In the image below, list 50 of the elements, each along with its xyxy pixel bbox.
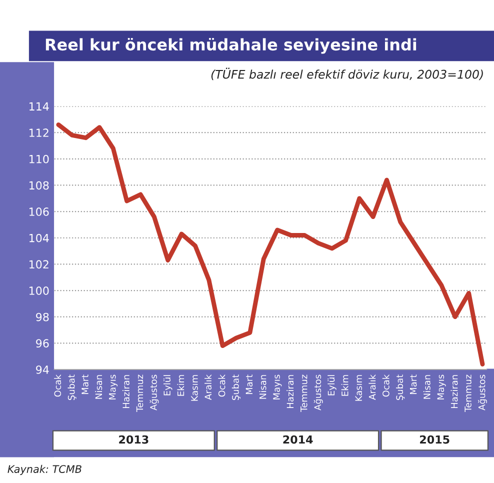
- y-tick-label: 100: [29, 286, 49, 295]
- x-tick-label: Aralık: [204, 374, 212, 400]
- y-tick-label: 98: [36, 312, 49, 322]
- x-tick-label: Haziran: [122, 375, 130, 408]
- x-tick-label: Mart: [410, 374, 417, 394]
- y-tick-label: 96: [36, 339, 49, 348]
- y-tick-label: 94: [36, 365, 49, 374]
- x-tick-label: Ocak: [382, 374, 390, 397]
- y-tick-label: 106: [29, 208, 49, 216]
- chart-title: Reel kur önceki müdahale seviyesine indi: [46, 38, 416, 54]
- y-tick-label: 104: [29, 234, 49, 242]
- x-tick-label: Nisan: [259, 375, 266, 399]
- x-tick-label: Mayıs: [109, 374, 118, 400]
- x-tick-label: Şubat: [232, 374, 240, 400]
- x-tick-label: Nisan: [423, 375, 430, 399]
- text: 2013: [119, 435, 148, 444]
- x-tick-label: Şubat: [68, 374, 76, 400]
- x-tick-label: Eylül: [164, 375, 172, 396]
- y-tick-label: 112: [29, 128, 48, 137]
- x-tick-label: Mayıs: [273, 374, 282, 400]
- line-series: [56, 122, 485, 366]
- chart-subtitle: (TÜFE bazlı reel efektif döviz kuru, 2003=100): [211, 68, 483, 80]
- x-tick-label: Mayıs: [437, 374, 446, 400]
- x-tick-label: Mart: [82, 374, 88, 394]
- text: Kaynak: TCMB: [8, 464, 82, 475]
- y-tick-label: 108: [29, 181, 49, 190]
- x-tick-label: Ağustos: [150, 374, 159, 410]
- x-tick-label: Ağustos: [314, 374, 323, 410]
- x-tick-label: Temmuz: [464, 374, 472, 412]
- x-tick-label: Ocak: [54, 374, 62, 397]
- x-tick-label: Temmuz: [300, 374, 308, 412]
- x-tick-label: Eylül: [328, 375, 336, 396]
- x-tick-label: Kasım: [191, 375, 198, 401]
- text: 2014: [283, 435, 313, 444]
- y-tick-label: 102: [29, 260, 48, 269]
- text: 2015: [420, 435, 450, 444]
- x-tick-label: Ağustos: [478, 374, 487, 410]
- x-tick-label: Kasım: [355, 375, 362, 401]
- x-tick-label: Nisan: [95, 375, 102, 399]
- x-tick-label: Aralık: [368, 374, 376, 400]
- x-tick-label: Ekim: [341, 375, 348, 396]
- x-tick-label: Haziran: [450, 375, 458, 408]
- x-tick-label: Temmuz: [136, 374, 144, 412]
- x-tick-label: Haziran: [286, 375, 294, 408]
- x-tick-label: Ocak: [218, 374, 226, 397]
- y-tick-label: 110: [29, 154, 49, 164]
- x-tick-label: Ekim: [177, 375, 184, 396]
- x-tick-label: Şubat: [396, 374, 405, 400]
- x-tick-label: Mart: [246, 374, 253, 394]
- y-tick-label: 114: [29, 102, 49, 110]
